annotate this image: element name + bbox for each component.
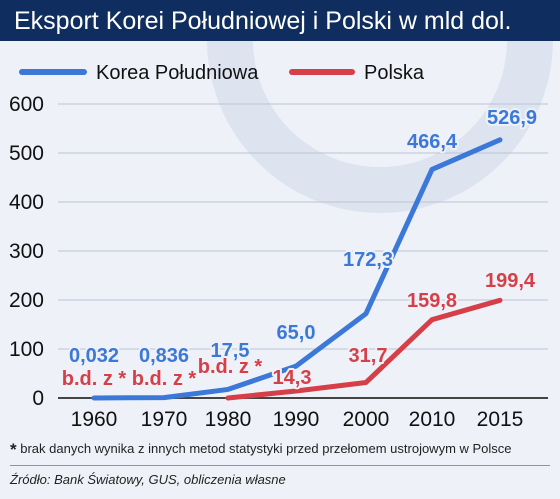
title-bar: Eksport Korei Południowej i Polski w mld… bbox=[0, 0, 560, 41]
data-label-polska: 14,3 bbox=[273, 367, 312, 389]
data-label-korea-halo: 17,5 bbox=[211, 340, 250, 362]
data-label-korea: 0,032 bbox=[69, 345, 119, 367]
footnote: * brak danych wynika z innych metod stat… bbox=[10, 440, 555, 460]
x-tick-label: 1970 bbox=[141, 408, 188, 431]
y-tick-label: 200 bbox=[9, 289, 44, 312]
x-tick-label: 2015 bbox=[477, 408, 524, 431]
x-axis: 1960 1970 1980 1990 2000 2010 2015 bbox=[71, 408, 524, 431]
x-tick-label: 1960 bbox=[71, 408, 118, 431]
x-tick-label: 1980 bbox=[205, 408, 252, 431]
series-line-polska bbox=[225, 297, 503, 401]
data-label-korea: 466,4 bbox=[407, 131, 458, 153]
data-label-polska: b.d. z * bbox=[198, 356, 263, 378]
source-note: Źródło: Bank Światowy, GUS, obliczenia w… bbox=[10, 472, 286, 487]
data-label-korea: 526,9 bbox=[487, 107, 537, 129]
data-label-polska: b.d. z * bbox=[132, 368, 197, 390]
x-tick-label: 2010 bbox=[409, 408, 456, 431]
data-label-polska: 31,7 bbox=[349, 345, 388, 367]
series-line-korea bbox=[91, 137, 503, 401]
y-tick-label: 100 bbox=[9, 338, 44, 361]
chart-title: Eksport Korei Południowej i Polski w mld… bbox=[14, 7, 512, 35]
legend-label-korea: Korea Południowa bbox=[96, 62, 259, 84]
x-tick-label: 2000 bbox=[343, 408, 390, 431]
data-label-polska: b.d. z * bbox=[62, 368, 127, 390]
data-label-korea: 17,5 bbox=[211, 340, 250, 362]
data-label-polska-halo: 31,7 bbox=[349, 345, 388, 367]
data-label-polska-halo: 14,3 bbox=[273, 367, 312, 389]
source-divider bbox=[10, 465, 550, 466]
y-tick-label: 300 bbox=[9, 240, 44, 263]
legend-label-polska: Polska bbox=[364, 62, 425, 84]
series-lines bbox=[91, 137, 503, 401]
data-label-korea-halo: 65,0 bbox=[277, 322, 316, 344]
data-label-polska-halo: 159,8 bbox=[407, 290, 457, 312]
data-label-polska: 159,8 bbox=[407, 290, 457, 312]
data-label-korea: 0,836 bbox=[139, 345, 189, 367]
data-label-korea-halo: 172,3 bbox=[343, 249, 393, 271]
legend: Korea Południowa Polska bbox=[19, 62, 425, 84]
footnote-marker: * bbox=[10, 440, 17, 459]
data-label-polska-halo: b.d. z * bbox=[132, 368, 197, 390]
data-label-korea-halo: 0,836 bbox=[139, 345, 189, 367]
x-tick-label: 1990 bbox=[273, 408, 320, 431]
data-label-korea: 65,0 bbox=[277, 322, 316, 344]
y-tick-label: 500 bbox=[9, 142, 44, 165]
data-label-korea-halo: 466,4 bbox=[407, 131, 458, 153]
data-label-polska-halo: 199,4 bbox=[485, 270, 536, 292]
data-label-korea-halo: 526,9 bbox=[487, 107, 537, 129]
y-tick-label: 400 bbox=[9, 191, 44, 214]
footnote-text: brak danych wynika z innych metod statys… bbox=[16, 441, 512, 456]
data-label-korea: 172,3 bbox=[343, 249, 393, 271]
data-label-polska-halo: b.d. z * bbox=[198, 356, 263, 378]
data-label-polska-halo: b.d. z * bbox=[62, 368, 127, 390]
chart-canvas: 0 100 200 300 400 500 600 1960 1970 1980 1990 2000… bbox=[9, 0, 553, 431]
y-axis: 0 100 200 300 400 500 600 bbox=[9, 93, 44, 410]
y-tick-label: 0 bbox=[32, 387, 44, 410]
y-tick-label: 600 bbox=[9, 93, 44, 116]
data-label-korea-halo: 0,032 bbox=[69, 345, 119, 367]
data-label-polska: 199,4 bbox=[485, 270, 536, 292]
